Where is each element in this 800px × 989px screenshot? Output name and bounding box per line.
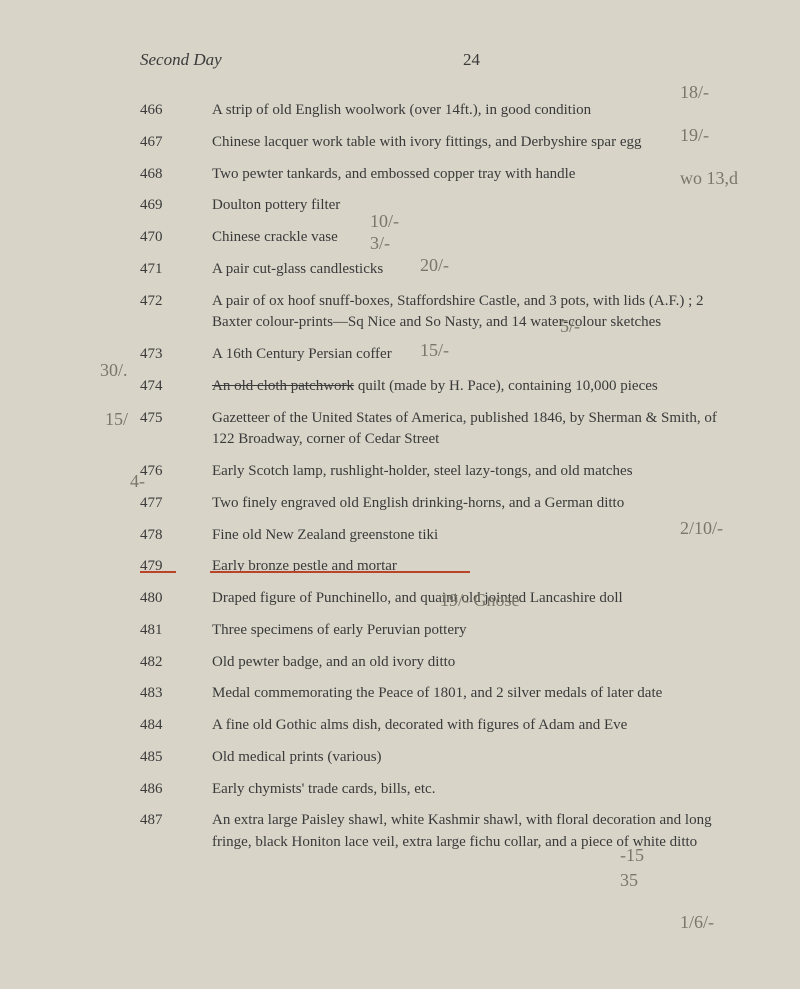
lot-description: Early bronze pestle and mortar xyxy=(212,556,740,578)
handwritten-note: 19/- xyxy=(680,125,709,146)
lot-number: 467 xyxy=(140,132,212,154)
lot-entry: 481Three specimens of early Peruvian pot… xyxy=(140,620,740,642)
red-underline xyxy=(140,571,176,573)
lot-description: A 16th Century Persian coffer xyxy=(212,344,740,366)
lot-description: Two finely engraved old English drinking… xyxy=(212,493,740,515)
lot-number: 468 xyxy=(140,164,212,186)
lot-description: Early chymists' trade cards, bills, etc. xyxy=(212,779,740,801)
handwritten-note: wo 13,d xyxy=(680,168,738,189)
lot-number: 485 xyxy=(140,747,212,769)
lot-description: Chinese lacquer work table with ivory fi… xyxy=(212,132,740,154)
lot-number: 484 xyxy=(140,715,212,737)
handwritten-note: 1/6/- xyxy=(680,912,714,933)
lot-entry: 479Early bronze pestle and mortar xyxy=(140,556,740,578)
lot-entry: 476Early Scotch lamp, rushlight-holder, … xyxy=(140,461,740,483)
lot-entry: 472A pair of ox hoof snuff-boxes, Staffo… xyxy=(140,291,740,335)
red-underline xyxy=(210,571,470,573)
handwritten-note: 20/- xyxy=(420,255,449,276)
lot-entry: 485Old medical prints (various) xyxy=(140,747,740,769)
lot-number: 469 xyxy=(140,195,212,217)
lot-entry: 486Early chymists' trade cards, bills, e… xyxy=(140,779,740,801)
handwritten-note: 4- xyxy=(130,471,145,492)
handwritten-note: 15/ xyxy=(105,409,128,430)
handwritten-note: 15/- xyxy=(420,340,449,361)
handwritten-note: 2/10/- xyxy=(680,518,723,539)
lot-description: Chinese crackle vase xyxy=(212,227,740,249)
lot-description: Fine old New Zealand greenstone tiki xyxy=(212,525,740,547)
lot-number: 474 xyxy=(140,376,212,398)
lot-entry: 475Gazetteer of the United States of Ame… xyxy=(140,408,740,452)
lot-number: 479 xyxy=(140,556,212,578)
lot-number: 476 xyxy=(140,461,212,483)
lot-description: Early Scotch lamp, rushlight-holder, ste… xyxy=(212,461,740,483)
lot-entry: 483Medal commemorating the Peace of 1801… xyxy=(140,683,740,705)
lot-number: 475 xyxy=(140,408,212,452)
handwritten-note: 18/- xyxy=(680,82,709,103)
lot-number: 473 xyxy=(140,344,212,366)
handwritten-note: 19/- Gnose xyxy=(440,590,520,611)
lot-number: 483 xyxy=(140,683,212,705)
lot-number: 471 xyxy=(140,259,212,281)
lot-entry: 469Doulton pottery filter xyxy=(140,195,740,217)
lot-entry: 477Two finely engraved old English drink… xyxy=(140,493,740,515)
lot-list: 466A strip of old English woolwork (over… xyxy=(140,100,740,854)
lot-description: Old pewter badge, and an old ivory ditto xyxy=(212,652,740,674)
lot-number: 480 xyxy=(140,588,212,610)
lot-entry: 478Fine old New Zealand greenstone tiki xyxy=(140,525,740,547)
lot-number: 482 xyxy=(140,652,212,674)
handwritten-note: 3/- xyxy=(370,233,390,254)
handwritten-note: 5/- xyxy=(560,316,580,337)
lot-number: 481 xyxy=(140,620,212,642)
lot-description: Two pewter tankards, and embossed copper… xyxy=(212,164,740,186)
lot-description: A strip of old English woolwork (over 14… xyxy=(212,100,740,122)
lot-number: 470 xyxy=(140,227,212,249)
lot-entry: 466A strip of old English woolwork (over… xyxy=(140,100,740,122)
lot-number: 478 xyxy=(140,525,212,547)
description-text: quilt (made by H. Pace), containing 10,0… xyxy=(354,378,658,394)
lot-entry: 468Two pewter tankards, and embossed cop… xyxy=(140,164,740,186)
lot-number: 466 xyxy=(140,100,212,122)
lot-entry: 482Old pewter badge, and an old ivory di… xyxy=(140,652,740,674)
lot-number: 487 xyxy=(140,810,212,854)
lot-description: Old medical prints (various) xyxy=(212,747,740,769)
handwritten-note: 10/- xyxy=(370,211,399,232)
lot-entry: 470Chinese crackle vase xyxy=(140,227,740,249)
handwritten-note: 35 xyxy=(620,870,638,891)
lot-number: 486 xyxy=(140,779,212,801)
lot-description: Doulton pottery filter xyxy=(212,195,740,217)
page-number: 24 xyxy=(463,50,480,70)
handwritten-note: -15 xyxy=(620,845,644,866)
lot-description: An old cloth patchwork quilt (made by H.… xyxy=(212,376,740,398)
lot-description: Three specimens of early Peruvian potter… xyxy=(212,620,740,642)
lot-description: A pair of ox hoof snuff-boxes, Staffords… xyxy=(212,291,740,335)
header-title: Second Day xyxy=(140,50,222,70)
lot-description: A fine old Gothic alms dish, decorated w… xyxy=(212,715,740,737)
lot-description: Gazetteer of the United States of Americ… xyxy=(212,408,740,452)
lot-description: Medal commemorating the Peace of 1801, a… xyxy=(212,683,740,705)
struck-text: An old cloth patchwork xyxy=(212,378,354,394)
lot-entry: 467Chinese lacquer work table with ivory… xyxy=(140,132,740,154)
lot-entry: 487An extra large Paisley shawl, white K… xyxy=(140,810,740,854)
lot-description: An extra large Paisley shawl, white Kash… xyxy=(212,810,740,854)
lot-number: 477 xyxy=(140,493,212,515)
lot-description: A pair cut-glass candlesticks xyxy=(212,259,740,281)
lot-entry: 484A fine old Gothic alms dish, decorate… xyxy=(140,715,740,737)
handwritten-note: 30/. xyxy=(100,360,128,381)
lot-entry: 474An old cloth patchwork quilt (made by… xyxy=(140,376,740,398)
lot-number: 472 xyxy=(140,291,212,335)
